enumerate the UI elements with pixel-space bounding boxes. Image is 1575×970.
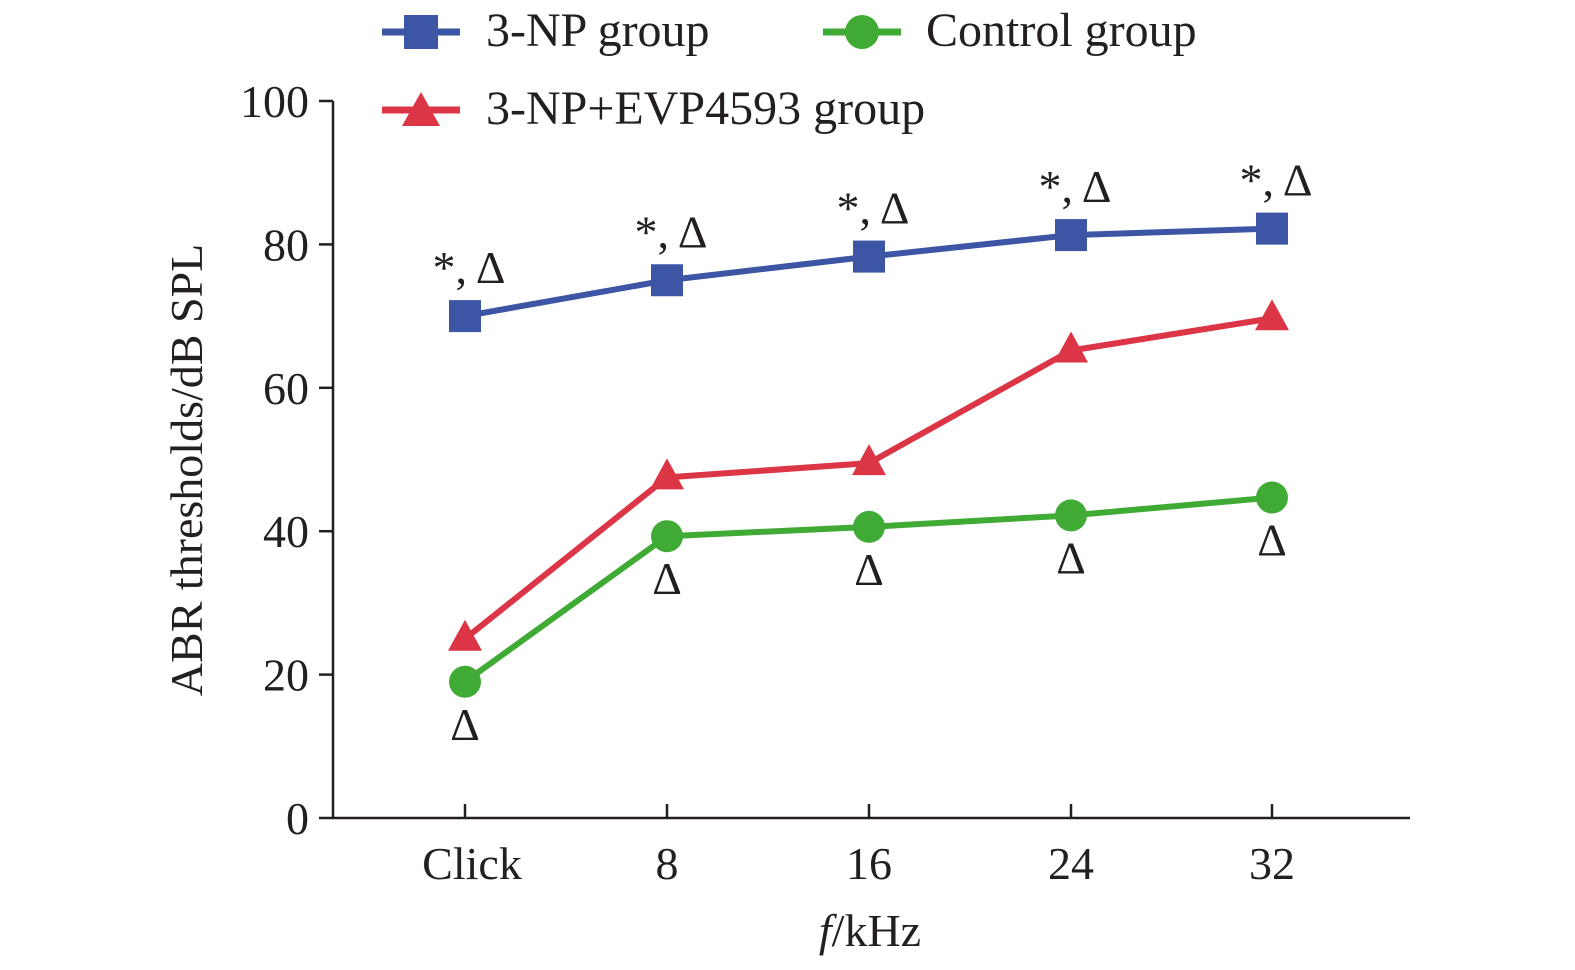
y-tick-label: 60 [263,363,309,414]
data-point-circle [853,510,885,543]
legend-item-control: Control group [823,4,1197,57]
legend-label-evp: 3-NP+EVP4593 group [486,82,925,135]
data-point-triangle [852,444,886,476]
y-tick-label: 100 [240,76,309,127]
data-point-square [1055,219,1087,252]
y-tick-label: 40 [263,506,309,557]
data-point-square [651,264,683,297]
significance-label: Δ [450,699,480,750]
axes [331,101,1410,820]
y-tick-label: 20 [263,650,309,701]
significance-label: Δ [854,544,884,595]
significance-label: *, Δ [432,242,505,293]
x-tick-label: Click [422,838,522,889]
data-point-triangle [650,458,684,490]
legend-marker-circle [845,15,879,49]
x-tick-label: 24 [1048,838,1094,889]
data-point-circle [1256,481,1288,514]
legend-label-control: Control group [926,4,1197,57]
significance-label: *, Δ [1239,155,1312,206]
significance-label: Δ [1056,532,1086,583]
data-point-circle [651,520,683,553]
significance-label: *, Δ [836,183,909,234]
legend-marker-triangle [402,92,440,126]
data-point-circle [1055,499,1087,532]
y-tick-label: 0 [286,793,309,844]
data-point-square [853,240,885,273]
data-point-triangle [1054,331,1088,363]
significance-label: Δ [1257,515,1287,566]
x-tick-label: 32 [1249,838,1295,889]
data-point-triangle [1255,299,1289,331]
x-tick-label: 8 [656,838,679,889]
significance-label: *, Δ [1038,161,1111,212]
legend-item-3np: 3-NP group [382,4,710,57]
x-axis-title: f/kHz [819,905,921,956]
data-point-triangle [448,619,482,651]
series-markers [448,212,1289,698]
significance-label: *, Δ [634,206,707,257]
legend: 3-NP group Control group 3-NP+EVP4593 gr… [382,4,1197,135]
x-axis-title-unit: /kHz [832,905,921,956]
significance-annotations: *, Δ *, Δ *, Δ *, Δ *, Δ Δ Δ Δ Δ Δ [432,155,1312,750]
legend-label-3np: 3-NP group [486,4,710,57]
x-tick-label: 16 [846,838,892,889]
data-point-square [449,300,481,333]
y-axis-ticks: 0 20 40 60 80 100 [240,76,333,844]
x-axis-ticks: Click 8 16 24 32 [422,804,1295,889]
legend-marker-square [404,15,438,49]
y-axis-title: ABR thresholds/dB SPL [161,244,212,696]
data-point-square [1256,212,1288,245]
data-point-circle [449,665,481,698]
significance-label: Δ [652,553,682,604]
y-tick-label: 80 [263,219,309,270]
legend-item-evp: 3-NP+EVP4593 group [382,82,925,135]
